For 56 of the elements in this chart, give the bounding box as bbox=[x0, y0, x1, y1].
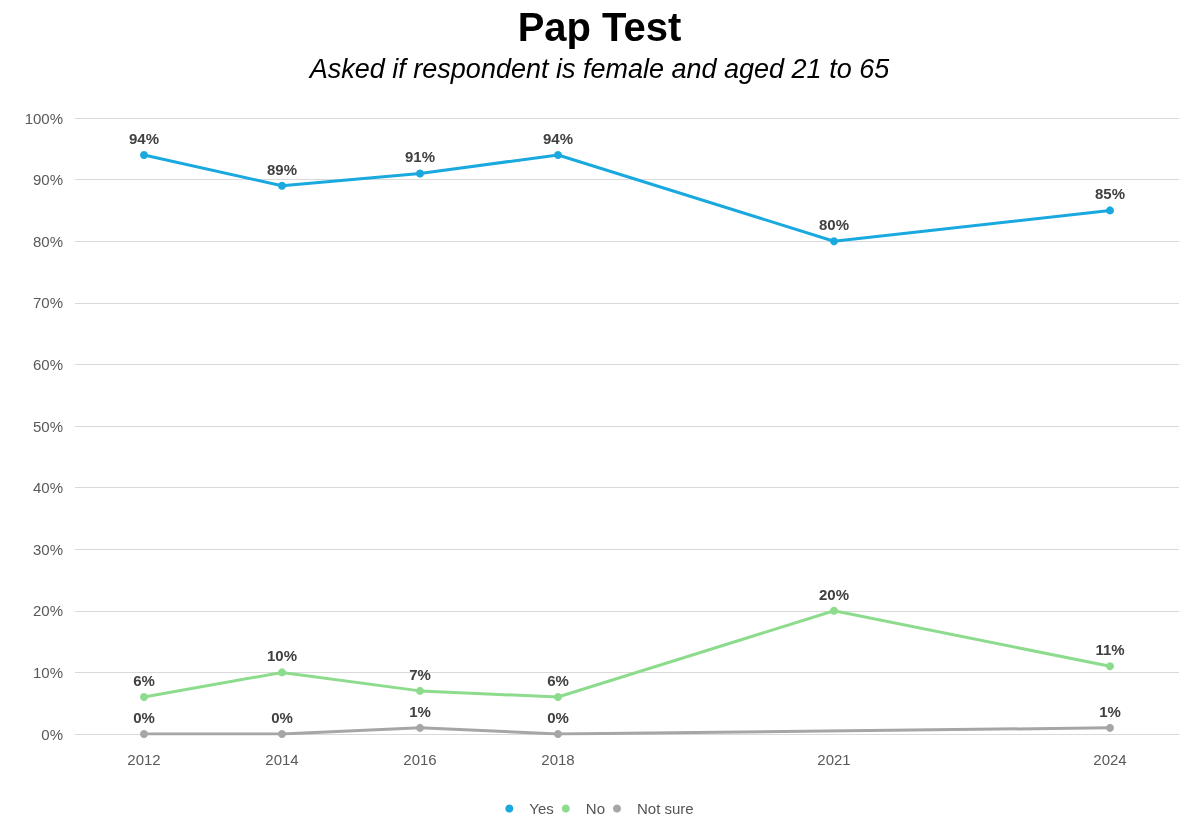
point bbox=[278, 668, 286, 677]
legend-label: No bbox=[585, 800, 605, 817]
point bbox=[830, 237, 838, 246]
data-label: 7% bbox=[409, 665, 431, 683]
data-label: 89% bbox=[266, 160, 298, 178]
point bbox=[554, 150, 562, 159]
data-label: 94% bbox=[542, 129, 574, 147]
point bbox=[278, 730, 286, 738]
point bbox=[830, 606, 838, 615]
x-tick-label: 2018 bbox=[541, 751, 575, 768]
data-label: 91% bbox=[404, 148, 436, 166]
data-label: 80% bbox=[818, 216, 850, 234]
point bbox=[278, 181, 286, 190]
point bbox=[416, 723, 424, 732]
legend-label: Not sure bbox=[636, 800, 694, 817]
data-label: 1% bbox=[409, 702, 431, 720]
data-label: 0% bbox=[271, 709, 293, 726]
y-tick-label: 0% bbox=[41, 725, 63, 743]
y-tick-label: 100% bbox=[24, 109, 63, 127]
chart-title: Pap Test bbox=[517, 5, 682, 49]
y-tick-label: 40% bbox=[32, 479, 63, 497]
y-tick-label: 30% bbox=[32, 540, 63, 558]
point bbox=[416, 686, 424, 695]
legend-label: Yes bbox=[529, 800, 554, 817]
data-label: 85% bbox=[1094, 185, 1126, 203]
x-tick-label: 2021 bbox=[817, 751, 851, 768]
x-tick-label: 2024 bbox=[1093, 751, 1127, 768]
data-label: 94% bbox=[128, 129, 160, 147]
data-label: 1% bbox=[1099, 702, 1121, 720]
point bbox=[140, 730, 148, 738]
point bbox=[140, 150, 148, 159]
y-tick-label: 10% bbox=[32, 663, 63, 681]
data-label: 0% bbox=[133, 709, 155, 726]
data-label: 6% bbox=[547, 672, 569, 690]
point bbox=[1106, 206, 1114, 215]
chart-subtitle: Asked if respondent is female and aged 21 to 65 bbox=[307, 53, 891, 84]
data-label: 6% bbox=[133, 672, 155, 690]
y-tick-label: 90% bbox=[32, 171, 63, 189]
point bbox=[1106, 662, 1114, 671]
x-tick-label: 2016 bbox=[403, 751, 437, 768]
data-label: 0% bbox=[547, 709, 569, 726]
data-label: 10% bbox=[266, 647, 298, 665]
y-tick-label: 80% bbox=[32, 232, 63, 250]
y-tick-label: 50% bbox=[32, 417, 63, 435]
point bbox=[1106, 723, 1114, 732]
x-tick-label: 2012 bbox=[127, 751, 161, 768]
y-tick-label: 70% bbox=[32, 294, 63, 312]
y-tick-label: 20% bbox=[32, 602, 63, 620]
x-tick-label: 2014 bbox=[265, 751, 299, 768]
data-label: 11% bbox=[1095, 641, 1125, 659]
point bbox=[416, 169, 424, 178]
point bbox=[140, 693, 148, 702]
data-label: 20% bbox=[818, 585, 850, 603]
y-tick-label: 60% bbox=[32, 355, 63, 373]
point bbox=[554, 693, 562, 702]
point bbox=[554, 730, 562, 738]
